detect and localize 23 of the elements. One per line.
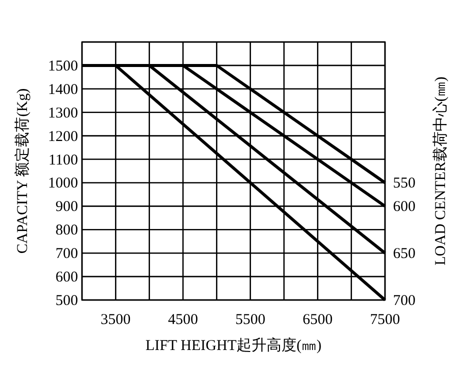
y-tick-label: 700 bbox=[56, 246, 78, 262]
y-tick-label: 1400 bbox=[48, 82, 78, 98]
x-axis-title: LIFT HEIGHT起升高度(㎜) bbox=[146, 337, 322, 354]
y-tick-label: 1300 bbox=[48, 105, 78, 122]
series-label: 600 bbox=[393, 199, 416, 216]
x-tick-label: 7500 bbox=[370, 312, 400, 328]
y-axis-title: CAPACITY 额定载荷(Kg) bbox=[14, 88, 31, 254]
series-label: 550 bbox=[393, 176, 416, 192]
x-tick-label: 3500 bbox=[100, 312, 131, 328]
x-tick-label: 5500 bbox=[235, 312, 266, 328]
y-tick-label: 900 bbox=[56, 199, 78, 216]
y-tick-label: 600 bbox=[56, 270, 78, 286]
series-label: 700 bbox=[393, 293, 416, 309]
x-tick-label: 6500 bbox=[302, 312, 333, 328]
y-tick-label: 1100 bbox=[48, 152, 78, 168]
x-tick-label: 4500 bbox=[168, 312, 198, 328]
y-tick-label: 1000 bbox=[48, 176, 78, 192]
series-label: 650 bbox=[393, 246, 416, 262]
y2-axis-title: LOAD CENTER载荷中心(㎜) bbox=[432, 76, 449, 266]
y-tick-label: 1200 bbox=[48, 128, 78, 145]
y-tick-label: 800 bbox=[56, 222, 78, 239]
y-tick-label: 500 bbox=[56, 293, 78, 309]
y-tick-label: 1500 bbox=[48, 58, 78, 74]
